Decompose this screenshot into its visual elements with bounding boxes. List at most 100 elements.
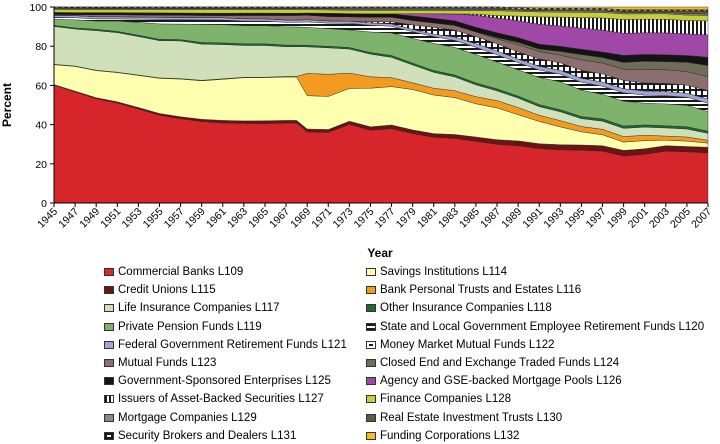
x-tick-label: 1991 [520, 206, 545, 231]
legend-label: Federal Government Retirement Funds L121 [118, 338, 347, 351]
legend-label: Funding Corporations L132 [380, 429, 520, 442]
legend-label: Security Brokers and Dealers L131 [118, 429, 297, 442]
x-tick-label: 1961 [204, 206, 229, 231]
x-tick-label: 1979 [394, 206, 419, 231]
legend-label: Bank Personal Trusts and Estates L116 [380, 284, 582, 297]
legend-swatch [366, 377, 376, 386]
legend-swatch [366, 413, 376, 422]
x-tick-label: 1971 [309, 206, 334, 231]
legend-item: Agency and GSE-backed Mortgage Pools L12… [366, 374, 622, 388]
legend-item: Security Brokers and Dealers L131 [104, 429, 296, 443]
x-tick-label: 1989 [499, 206, 524, 231]
x-tick-label: 2007 [689, 206, 714, 231]
legend-swatch [104, 359, 114, 367]
x-tick-label: 1959 [183, 206, 208, 231]
area-funding-corporations-l132 [54, 6, 709, 11]
legend-item: Money Market Mutual Funds L122 [366, 338, 555, 352]
legend-label: Commercial Banks L109 [118, 266, 244, 278]
legend-label: Credit Unions L115 [118, 284, 216, 297]
legend-item: Credit Unions L115 [104, 283, 216, 297]
legend-item: Bank Personal Trusts and Estates L116 [366, 283, 581, 297]
legend-label: Agency and GSE-backed Mortgage Pools L12… [380, 375, 622, 388]
legend-label: Savings Institutions L114 [380, 266, 508, 278]
legend-label: Mortgage Companies L129 [118, 411, 257, 424]
legend-item: Finance Companies L128 [366, 392, 511, 406]
legend-label: Finance Companies L128 [380, 393, 512, 406]
x-tick-label: 1973 [330, 206, 355, 231]
legend-swatch [104, 395, 114, 404]
legend-label: Money Market Mutual Funds L122 [380, 338, 555, 351]
x-tick-label: 1951 [98, 206, 123, 231]
legend-swatch [366, 304, 376, 313]
y-tick-label: 0 [41, 198, 47, 210]
x-tick-label: 1965 [246, 206, 271, 231]
legend-item: Life Insurance Companies L117 [104, 301, 280, 315]
x-tick-label: 1977 [373, 206, 398, 231]
x-tick-label: 1945 [35, 206, 60, 231]
x-tick-label: 1953 [120, 206, 145, 231]
x-tick-label: 1999 [605, 206, 630, 231]
x-tick-label: 2003 [647, 206, 672, 231]
legend-item: Closed End and Exchange Traded Funds L12… [366, 356, 619, 370]
x-tick-label: 1983 [436, 206, 461, 231]
legend-item: Private Pension Funds L119 [104, 320, 262, 334]
y-tick-label: 100 [29, 2, 47, 14]
legend-item: Other Insurance Companies L118 [366, 301, 552, 315]
x-tick-label: 1957 [162, 206, 187, 231]
x-tick-label: 2001 [626, 206, 651, 231]
legend-label: Government-Sponsored Enterprises L125 [118, 375, 331, 388]
x-tick-label: 1947 [56, 206, 81, 231]
y-tick-label: 60 [35, 80, 47, 92]
legend-swatch [104, 268, 114, 276]
legend-item: Federal Government Retirement Funds L121 [104, 338, 347, 352]
legend-item: Mortgage Companies L129 [104, 411, 257, 425]
legend-label: Other Insurance Companies L118 [380, 302, 552, 315]
legend-swatch [104, 340, 114, 349]
y-tick-label: 40 [35, 120, 47, 132]
x-tick-label: 1981 [415, 206, 440, 231]
legend-swatch [104, 304, 114, 313]
legend-label: Private Pension Funds L119 [118, 320, 262, 333]
legend-swatch [366, 322, 376, 331]
legend-label: Mutual Funds L123 [118, 357, 217, 369]
x-tick-label: 1987 [478, 206, 503, 231]
legend-swatch [366, 395, 376, 404]
legend-label: State and Local Government Employee Reti… [380, 320, 705, 333]
legend-swatch [366, 431, 376, 440]
legend-item: State and Local Government Employee Reti… [366, 320, 704, 334]
x-tick-label: 1995 [563, 206, 588, 231]
x-tick-label: 1985 [457, 206, 482, 231]
x-tick-label: 1967 [267, 206, 292, 231]
x-tick-label: 2005 [668, 206, 693, 231]
y-axis-title: Percent [0, 83, 14, 127]
legend-item: Government-Sponsored Enterprises L125 [104, 374, 331, 388]
legend-swatch [366, 286, 376, 295]
y-tick-label: 20 [35, 159, 47, 171]
legend-item: Commercial Banks L109 [104, 265, 243, 279]
legend-label: Real Estate Investment Trusts L130 [380, 411, 563, 424]
x-tick-label: 1949 [77, 206, 102, 231]
legend-label: Closed End and Exchange Traded Funds L12… [380, 357, 620, 369]
legend-swatch [104, 322, 114, 331]
stacked-area-chart: 0 20 40 60 80 100 1945194719491951195319551957… [0, 2, 714, 260]
legend-swatch [104, 413, 114, 422]
area-layers [53, 6, 709, 204]
legend-label: Issuers of Asset-Backed Securities L127 [118, 393, 324, 406]
legend-item: Funding Corporations L132 [366, 429, 519, 443]
legend-label: Life Insurance Companies L117 [118, 302, 280, 315]
legend-item: Mutual Funds L123 [104, 356, 216, 370]
legend-item: Issuers of Asset-Backed Securities L127 [104, 392, 324, 406]
x-tick-label: 1997 [584, 206, 609, 231]
legend-item: Real Estate Investment Trusts L130 [366, 411, 562, 425]
x-tick-label: 1975 [352, 206, 377, 231]
x-axis-title: Year [367, 246, 393, 260]
legend-swatch [366, 268, 376, 276]
legend-swatch [366, 340, 376, 349]
legend-swatch [104, 431, 114, 440]
x-tick-label: 1969 [288, 206, 313, 231]
legend-swatch [366, 359, 376, 367]
legend-swatch [104, 377, 114, 386]
x-tick-label: 1955 [141, 206, 166, 231]
x-tick-label: 1993 [541, 206, 566, 231]
x-tick-label: 1963 [225, 206, 250, 231]
